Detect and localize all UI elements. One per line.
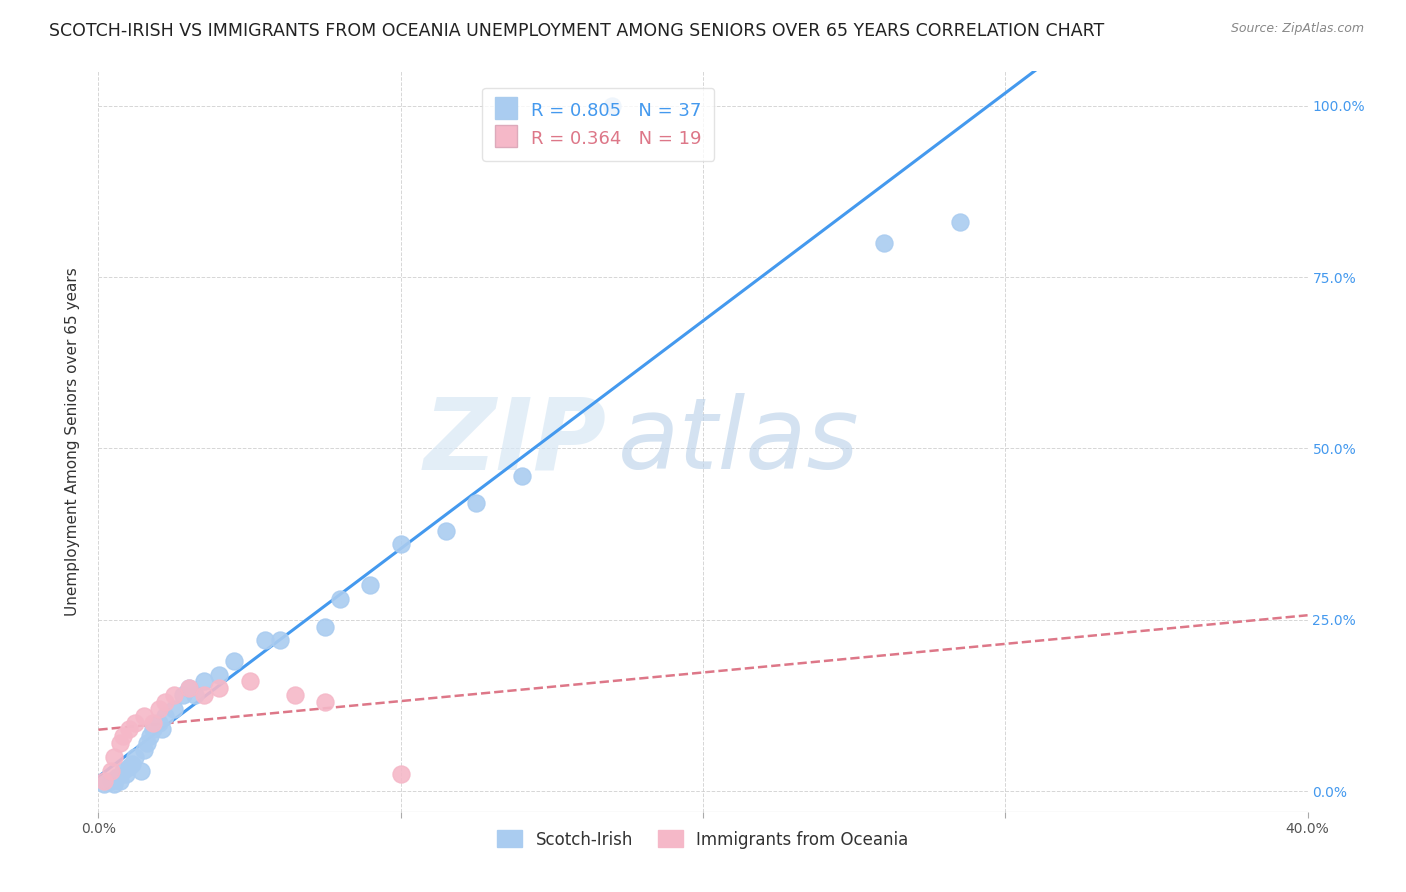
Point (103, 777, 125, 791)
Point (602, 98, 624, 112)
Point (118, 760, 141, 774)
Point (111, 729, 134, 743)
Point (208, 667, 231, 681)
Point (163, 702, 186, 716)
Point (172, 688, 194, 702)
Point (121, 756, 143, 771)
Point (239, 674, 262, 689)
Point (153, 695, 176, 709)
Point (329, 592, 352, 607)
Y-axis label: Unemployment Among Seniors over 65 years: Unemployment Among Seniors over 65 years (65, 268, 80, 615)
Point (100, 764, 122, 778)
Point (314, 695, 336, 709)
Point (314, 619, 336, 633)
Point (132, 743, 155, 757)
Point (108, 773, 131, 788)
Point (142, 723, 165, 737)
Point (129, 764, 152, 778)
Point (224, 654, 246, 668)
Point (135, 736, 157, 750)
Point (193, 674, 215, 689)
Point (163, 688, 186, 702)
Point (179, 681, 201, 696)
Point (949, 215, 972, 229)
Text: Source: ZipAtlas.com: Source: ZipAtlas.com (1230, 22, 1364, 36)
Point (124, 715, 146, 730)
Point (184, 688, 207, 702)
Text: atlas: atlas (619, 393, 860, 490)
Point (253, 633, 276, 648)
Point (389, 537, 412, 551)
Point (93, 773, 115, 788)
Point (105, 771, 128, 785)
Point (150, 723, 173, 737)
Point (148, 715, 170, 730)
Point (360, 578, 382, 592)
Point (148, 702, 170, 716)
Point (142, 715, 165, 730)
Point (111, 764, 134, 778)
Point (208, 681, 231, 696)
Text: SCOTCH-IRISH VS IMMIGRANTS FROM OCEANIA UNEMPLOYMENT AMONG SENIORS OVER 65 YEARS: SCOTCH-IRISH VS IMMIGRANTS FROM OCEANIA … (49, 22, 1105, 40)
Point (103, 750, 125, 764)
Point (465, 496, 488, 510)
Point (284, 688, 307, 702)
Point (124, 750, 146, 764)
Point (118, 723, 141, 737)
Point (510, 468, 533, 483)
Point (93, 777, 115, 791)
Point (434, 524, 457, 538)
Point (139, 729, 162, 743)
Point (873, 235, 896, 250)
Text: ZIP: ZIP (423, 393, 606, 490)
Point (114, 767, 136, 781)
Point (108, 736, 131, 750)
Point (100, 773, 122, 788)
Legend: Scotch-Irish, Immigrants from Oceania: Scotch-Irish, Immigrants from Oceania (491, 823, 915, 855)
Point (132, 708, 155, 723)
Point (269, 633, 291, 648)
Point (193, 688, 215, 702)
Point (389, 767, 412, 781)
Point (179, 681, 201, 696)
Point (153, 708, 176, 723)
